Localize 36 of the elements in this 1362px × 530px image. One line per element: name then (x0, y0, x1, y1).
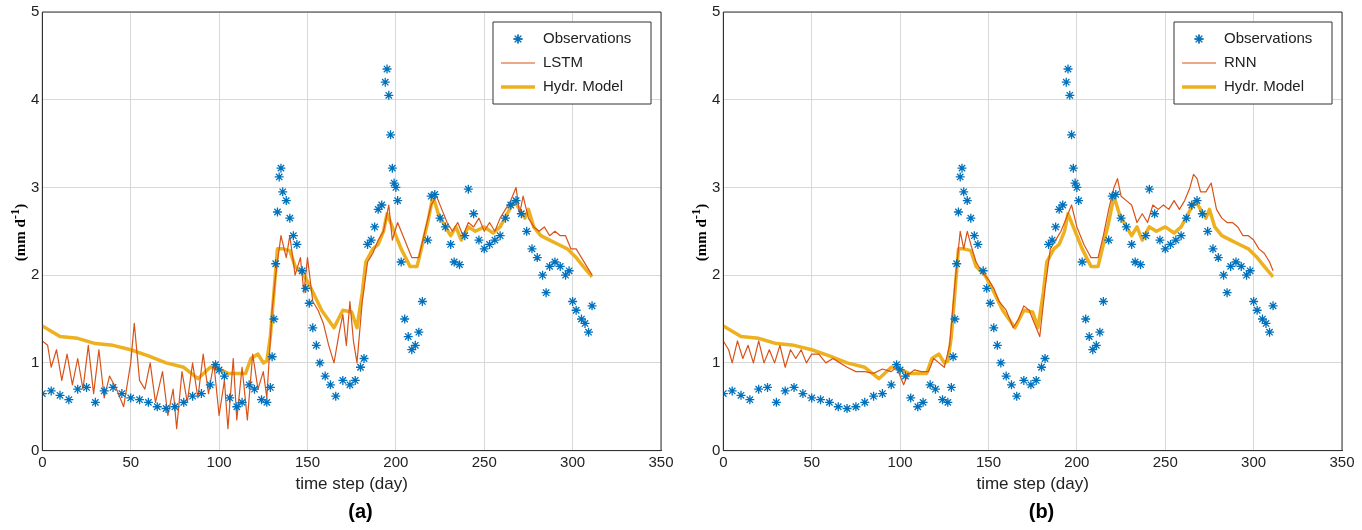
x-tick-label: 250 (471, 452, 497, 470)
legend-label: Hydr. Model (543, 77, 624, 95)
y-tick-label: 2 (31, 265, 40, 283)
x-tick-label: 200 (383, 452, 409, 470)
x-tick-label: 50 (803, 452, 821, 470)
x-tick-label: 300 (1241, 452, 1267, 470)
legend-label: LSTM (543, 53, 584, 71)
x-tick-label: 350 (1329, 452, 1355, 470)
y-tick-label: 2 (712, 265, 721, 283)
y-tick-label: 3 (31, 177, 40, 195)
y-tick-label: 4 (712, 89, 721, 107)
x-tick-label: 300 (560, 452, 586, 470)
x-axis-title: time step (day) (976, 474, 1089, 494)
x-tick-label: 150 (975, 452, 1001, 470)
legend-label: Observations (543, 29, 632, 47)
x-tick-label: 250 (1152, 452, 1178, 470)
text: (a) (347, 500, 374, 523)
y-tick-label: 4 (31, 89, 40, 107)
y-tick-label: 1 (712, 353, 721, 371)
x-tick-label: 100 (206, 452, 232, 470)
x-tick-label: 100 (887, 452, 913, 470)
x-tick-label: 350 (648, 452, 674, 470)
y-tick-label: 3 (712, 177, 721, 195)
text: (b) (1027, 500, 1056, 523)
legend-label: Observations (1224, 29, 1313, 47)
y-tick-label: 5 (31, 2, 40, 20)
y-tick-label: 5 (712, 2, 721, 20)
y-tick-label: 1 (31, 353, 40, 371)
x-axis-title: time step (day) (295, 474, 408, 494)
y-tick-label: 0 (712, 440, 721, 458)
y-tick-label: 0 (31, 440, 40, 458)
legend-label: RNN (1224, 53, 1257, 71)
x-tick-label: 50 (122, 452, 140, 470)
legend-label: Hydr. Model (1224, 77, 1305, 95)
x-tick-label: 150 (294, 452, 320, 470)
x-tick-label: 200 (1064, 452, 1090, 470)
